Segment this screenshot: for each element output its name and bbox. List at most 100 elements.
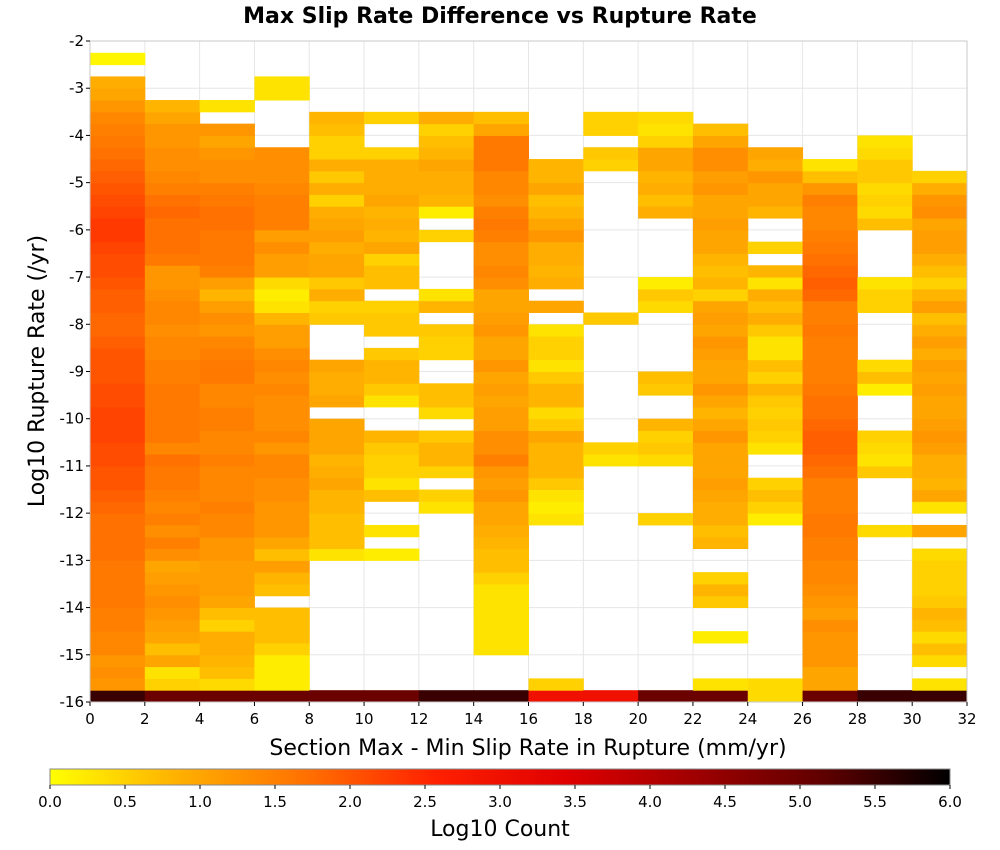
heatmap-cell	[199, 489, 255, 502]
heatmap-cell	[364, 371, 420, 384]
heatmap-cell	[857, 206, 913, 219]
heatmap-cell	[309, 312, 365, 325]
heatmap-cell	[309, 206, 365, 219]
heatmap-cell	[199, 418, 255, 432]
heatmap-cell	[747, 182, 804, 195]
heatmap-cell	[418, 501, 475, 514]
heatmap-cell	[254, 159, 310, 172]
heatmap-cell	[912, 253, 968, 266]
heatmap-cell	[254, 288, 310, 302]
heatmap-cell	[254, 572, 310, 585]
heatmap-cell	[802, 666, 858, 679]
heatmap-cell	[912, 383, 968, 396]
heatmap-cell	[418, 170, 475, 184]
heatmap-cell	[199, 631, 255, 644]
heatmap-cell	[802, 454, 858, 467]
heatmap-cell	[473, 477, 529, 491]
heatmap-cell	[90, 159, 146, 172]
heatmap-cell	[90, 336, 146, 349]
heatmap-cell	[802, 524, 858, 538]
heatmap-cell	[747, 477, 804, 491]
heatmap-cell	[364, 690, 420, 703]
heatmap-cell	[199, 465, 255, 479]
heatmap-cell	[528, 418, 584, 432]
heatmap-cell	[309, 147, 365, 160]
heatmap-cell	[638, 288, 694, 302]
heatmap-cell	[802, 336, 858, 349]
heatmap-cell	[144, 218, 201, 231]
heatmap-cell	[473, 465, 529, 479]
heatmap-cell	[692, 135, 749, 148]
heatmap-cell	[802, 347, 858, 361]
heatmap-cell	[199, 100, 255, 113]
heatmap-cell	[254, 619, 310, 632]
x-tick-label: 18	[574, 710, 593, 728]
y-tick-label: -5	[69, 174, 84, 192]
heatmap-cell	[254, 76, 310, 89]
heatmap-cell	[199, 595, 255, 609]
heatmap-cell	[747, 418, 804, 432]
heatmap-cell	[418, 300, 475, 313]
heatmap-cell	[90, 52, 146, 66]
heatmap-cell	[418, 383, 475, 396]
heatmap-cell	[692, 595, 749, 609]
heatmap-cell	[90, 631, 146, 644]
x-tick-label: 12	[409, 710, 428, 728]
heatmap-cell	[802, 159, 858, 172]
heatmap-cell	[747, 312, 804, 325]
colorbar-ticks: 0.0 0.5 1.0 1.5 2.0 2.5 3.0 3.5 4.0 4.5 5.0 5.5 6.0	[38, 785, 962, 811]
heatmap-cell	[199, 442, 255, 455]
heatmap-cell	[638, 147, 694, 160]
heatmap-cell	[418, 135, 475, 148]
y-tick-label: -9	[69, 363, 84, 381]
heatmap-cell	[802, 418, 858, 432]
heatmap-cell	[199, 619, 255, 632]
heatmap-cell	[309, 430, 365, 443]
heatmap-cell	[90, 406, 146, 420]
heatmap-cell	[144, 300, 201, 313]
heatmap-cell	[857, 442, 913, 455]
heatmap-cell	[364, 277, 420, 290]
heatmap-cell	[309, 395, 365, 408]
heatmap-cell	[418, 465, 475, 479]
heatmap-cell	[473, 147, 529, 160]
heatmap-cell	[144, 336, 201, 349]
heatmap-cell	[144, 194, 201, 207]
heatmap-cell	[857, 430, 913, 443]
heatmap-cell	[473, 583, 529, 597]
y-tick-label: -4	[69, 126, 84, 144]
heatmap-cell	[90, 513, 146, 526]
heatmap-cell	[254, 666, 310, 679]
heatmap-cell	[473, 253, 529, 266]
heatmap-cell	[309, 277, 365, 290]
heatmap-cell	[199, 312, 255, 325]
heatmap-cell	[583, 111, 639, 125]
heatmap-cell	[583, 147, 639, 160]
heatmap-cell	[857, 454, 913, 467]
heatmap-cell	[528, 454, 584, 467]
heatmap-cell	[309, 194, 365, 207]
heatmap-cell	[144, 182, 201, 195]
colorbar-tick-label: 2.5	[413, 793, 437, 811]
heatmap-cell	[199, 277, 255, 290]
heatmap-cell	[309, 418, 365, 432]
heatmap-cell	[528, 406, 584, 420]
heatmap-cell	[802, 371, 858, 384]
heatmap-cell	[857, 359, 913, 372]
heatmap-cell	[912, 489, 968, 502]
heatmap-cell	[473, 430, 529, 443]
heatmap-cell	[254, 465, 310, 479]
heatmap-cell	[90, 147, 146, 160]
heatmap-cell	[912, 572, 968, 585]
heatmap-cell	[199, 548, 255, 561]
heatmap-cell	[802, 253, 858, 266]
heatmap-cell	[692, 253, 749, 266]
heatmap-cell	[199, 182, 255, 195]
heatmap-cell	[473, 383, 529, 396]
heatmap-cell	[912, 229, 968, 243]
heatmap-cell	[254, 430, 310, 443]
x-tick-label: 24	[738, 710, 757, 728]
heatmap-cell	[418, 690, 475, 703]
heatmap-cell	[144, 595, 201, 609]
heatmap-cell	[90, 218, 146, 231]
